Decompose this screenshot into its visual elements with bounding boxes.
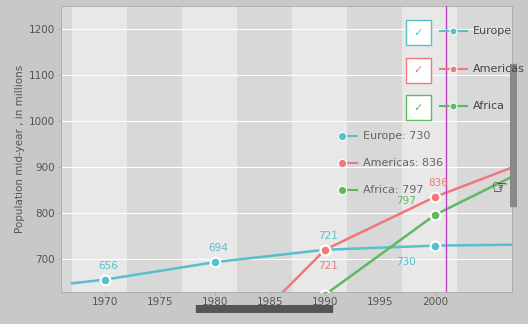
FancyBboxPatch shape	[406, 20, 431, 45]
FancyBboxPatch shape	[406, 58, 431, 83]
Bar	[510, 64, 517, 206]
Text: 797: 797	[396, 196, 416, 206]
Text: ✓: ✓	[414, 102, 423, 112]
Text: 836: 836	[428, 178, 448, 188]
Text: 656: 656	[98, 260, 118, 271]
Bar	[292, 6, 347, 292]
Text: 694: 694	[208, 243, 228, 253]
Text: 730: 730	[396, 257, 416, 267]
Text: 721: 721	[318, 231, 338, 241]
Text: Europe: Europe	[473, 27, 512, 36]
Bar	[457, 6, 512, 292]
Bar	[347, 6, 402, 292]
Bar	[72, 6, 127, 292]
FancyBboxPatch shape	[406, 95, 431, 120]
Text: ☞: ☞	[492, 179, 508, 197]
Bar	[237, 6, 292, 292]
Text: 623: 623	[0, 323, 1, 324]
Bar	[196, 305, 332, 312]
Text: Europe: 730: Europe: 730	[363, 131, 430, 141]
Text: ✓: ✓	[414, 28, 423, 38]
Text: Africa: 797: Africa: 797	[363, 185, 423, 195]
Bar	[182, 6, 237, 292]
Bar	[127, 6, 182, 292]
Text: ✓: ✓	[414, 65, 423, 75]
Bar	[402, 6, 457, 292]
Text: 721: 721	[318, 261, 338, 271]
Y-axis label: Population mid-year , in millions: Population mid-year , in millions	[15, 65, 25, 233]
Text: Americas: Americas	[473, 64, 525, 74]
Text: Americas: 836: Americas: 836	[363, 158, 443, 168]
Text: Africa: Africa	[473, 101, 505, 111]
